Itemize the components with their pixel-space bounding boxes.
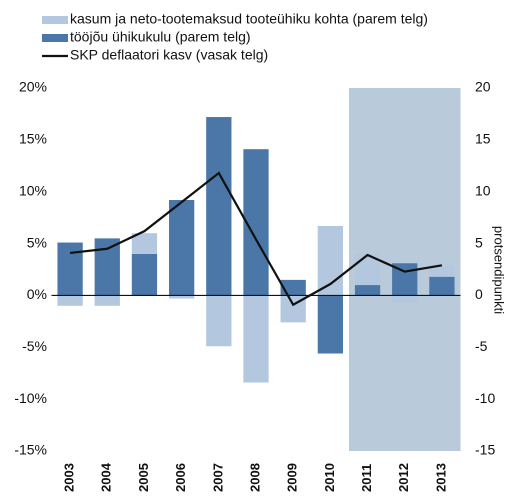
y2-tick-label: -5 (475, 338, 488, 354)
bar (94, 295, 120, 306)
y-tick-label: 15% (19, 131, 47, 147)
x-tick-label: 2013 (433, 463, 448, 492)
y-tick-label: -15% (14, 442, 47, 458)
x-tick-label: 2008 (247, 463, 262, 492)
legend-label: tööjõu ühikukulu (parem telg) (70, 29, 251, 45)
x-tick-label: 2006 (173, 463, 188, 492)
bar (57, 242, 83, 296)
y-tick-label: 20% (19, 79, 47, 95)
y-tick-label: 5% (27, 234, 47, 250)
x-tick-label: 2004 (99, 462, 114, 492)
bar (243, 295, 269, 383)
y-tick-label: 0% (27, 286, 47, 302)
y2-tick-label: 15 (475, 131, 491, 147)
legend-label: SKP deflaatori kasv (vasak telg) (70, 47, 268, 63)
bar (317, 295, 344, 354)
y2-tick-label: -15 (475, 442, 495, 458)
bar (94, 238, 120, 296)
x-tick-label: 2009 (285, 463, 300, 492)
legend-swatch (42, 16, 68, 24)
bar (168, 200, 195, 296)
bar (131, 233, 158, 254)
line-series (69, 171, 443, 307)
x-tick-label: 2010 (322, 463, 337, 492)
x-tick-label: 2007 (210, 463, 225, 492)
y2-tick-label: 10 (475, 182, 491, 198)
bar (57, 295, 83, 306)
y2-tick-label: 20 (475, 79, 491, 95)
y2-tick-label: 0 (475, 286, 483, 302)
legend-label: kasum ja neto-tootemaksud tooteühiku koh… (70, 11, 428, 27)
bar (131, 253, 158, 296)
bar (168, 295, 195, 299)
x-tick-label: 2005 (136, 463, 151, 492)
x-tick-label: 2012 (396, 463, 411, 492)
bar (429, 276, 455, 296)
y2-tick-label: -10 (475, 390, 495, 406)
bar (429, 266, 455, 277)
y-tick-label: 10% (19, 182, 47, 198)
x-tick-label: 2011 (359, 464, 374, 492)
legend-swatch (42, 34, 68, 42)
x-tick-label: 2003 (62, 463, 77, 492)
bar (206, 295, 232, 347)
y-tick-label: -5% (22, 338, 47, 354)
bar (354, 285, 381, 296)
y2-axis-label: protsendipunkti (492, 226, 505, 314)
bar (392, 295, 418, 303)
bar (206, 117, 232, 296)
y-tick-label: -10% (14, 390, 47, 406)
y2-tick-label: 5 (475, 234, 483, 250)
